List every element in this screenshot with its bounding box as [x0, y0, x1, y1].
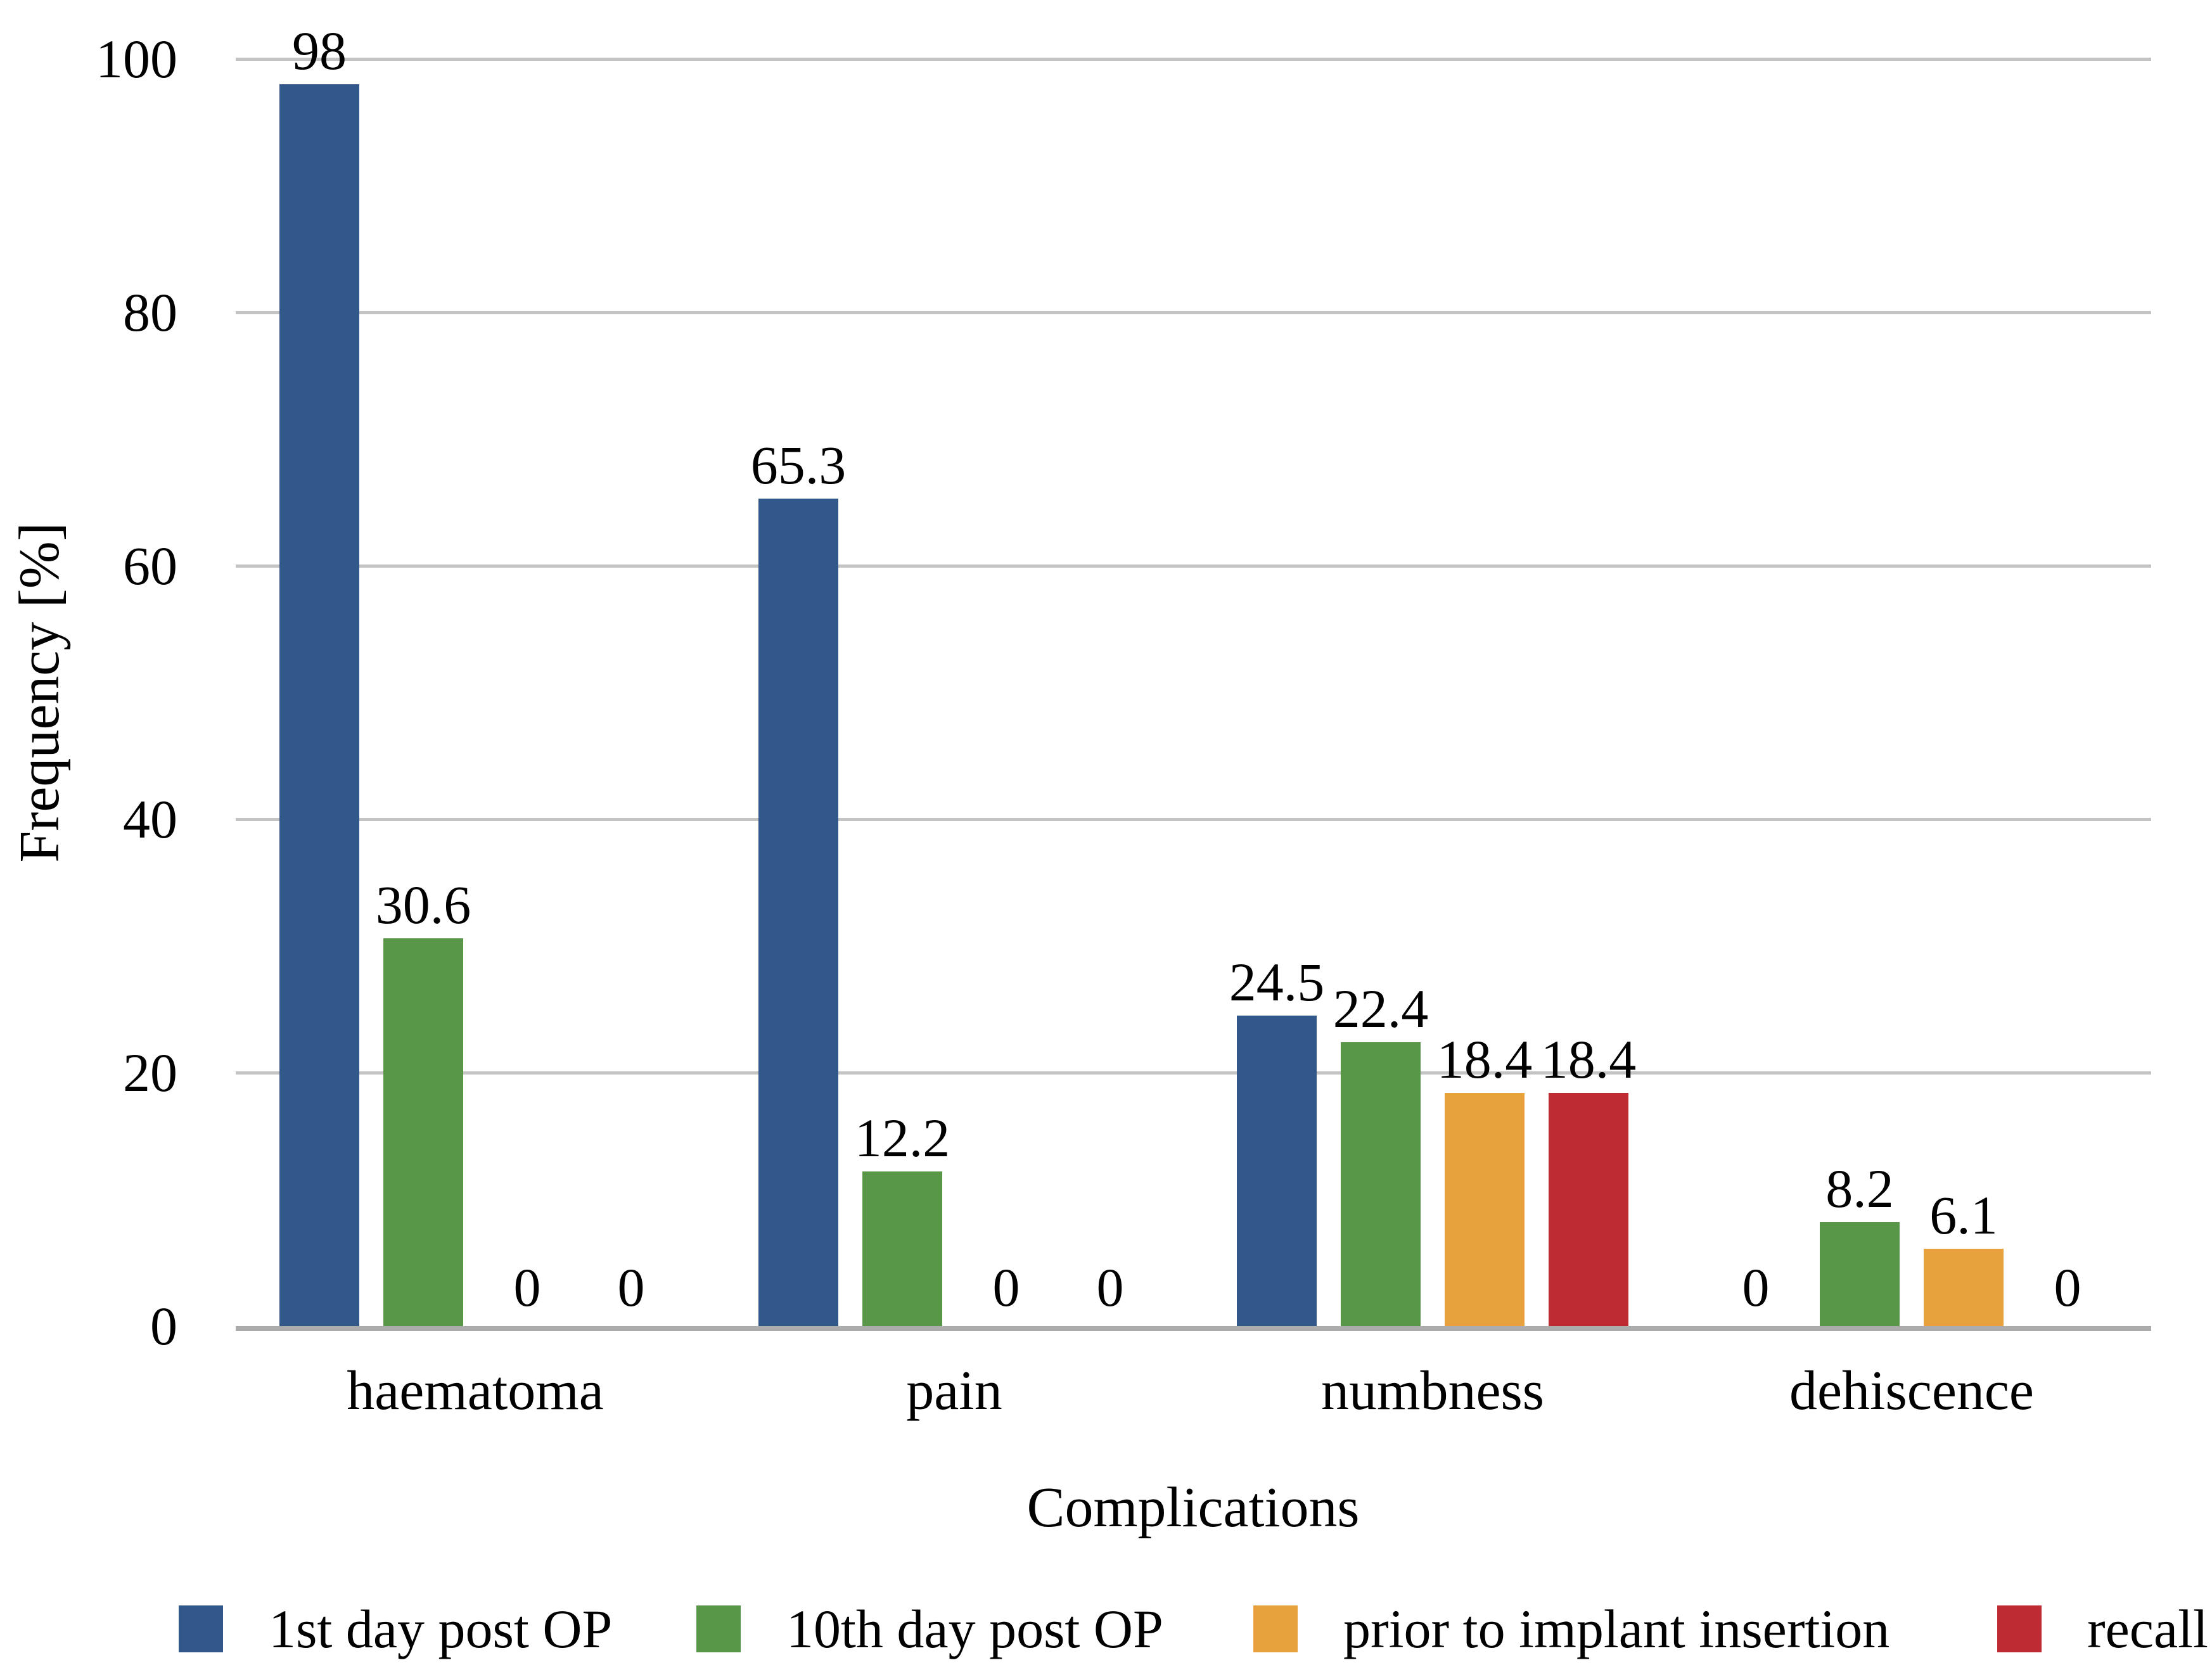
legend-item-prior-to-implant-insertion: prior to implant insertion	[1253, 1602, 1889, 1656]
value-label-haematoma-recall: 0	[617, 1257, 645, 1318]
value-label-dehiscence-10th-day-post-op: 8.2	[1825, 1158, 1894, 1219]
y-tick-0: 0	[150, 1296, 177, 1356]
value-label-numbness-recall: 18.4	[1540, 1029, 1637, 1090]
legend-swatch-1st-day-post-op	[179, 1605, 223, 1652]
value-label-haematoma-prior-to-implant-insertion: 0	[513, 1257, 541, 1318]
gridline-40	[236, 818, 2151, 821]
x-tick-pain: pain	[906, 1360, 1002, 1422]
y-tick-80: 80	[123, 282, 177, 343]
legend-swatch-recall	[1997, 1605, 2042, 1652]
x-tick-dehiscence: dehiscence	[1789, 1360, 2034, 1422]
bar-dehiscence-10th-day-post-op	[1820, 1222, 1900, 1326]
bar-numbness-recall	[1549, 1093, 1628, 1326]
value-label-numbness-prior-to-implant-insertion: 18.4	[1436, 1029, 1533, 1090]
x-axis-baseline	[236, 1326, 2151, 1331]
y-tick-40: 40	[123, 789, 177, 850]
bar-numbness-1st-day-post-op	[1237, 1016, 1317, 1326]
legend-label-prior-to-implant-insertion: prior to implant insertion	[1343, 1598, 1890, 1659]
bar-numbness-10th-day-post-op	[1341, 1042, 1421, 1326]
value-label-pain-prior-to-implant-insertion: 0	[992, 1257, 1020, 1318]
value-label-pain-10th-day-post-op: 12.2	[854, 1107, 950, 1168]
value-label-pain-1st-day-post-op: 65.3	[750, 435, 847, 495]
bar-pain-10th-day-post-op	[862, 1171, 942, 1326]
bar-haematoma-10th-day-post-op	[383, 938, 463, 1326]
gridline-80	[236, 311, 2151, 314]
bar-dehiscence-prior-to-implant-insertion	[1924, 1249, 2004, 1326]
legend-item-1st-day-post-op: 1st day post OP	[179, 1602, 612, 1656]
bar-pain-1st-day-post-op	[758, 499, 838, 1326]
x-tick-haematoma: haematoma	[347, 1360, 604, 1422]
gridline-60	[236, 565, 2151, 568]
legend-swatch-10th-day-post-op	[696, 1605, 741, 1652]
value-label-dehiscence-recall: 0	[2054, 1257, 2081, 1318]
value-label-numbness-10th-day-post-op: 22.4	[1333, 978, 1429, 1039]
x-tick-numbness: numbness	[1321, 1360, 1544, 1422]
legend-label-recall: recall	[2087, 1598, 2208, 1659]
value-label-dehiscence-1st-day-post-op: 0	[1742, 1257, 1770, 1318]
value-label-haematoma-1st-day-post-op: 98	[292, 20, 347, 81]
y-tick-20: 20	[123, 1042, 177, 1103]
y-tick-60: 60	[123, 535, 177, 596]
legend-item-10th-day-post-op: 10th day post OP	[696, 1602, 1163, 1656]
legend-label-10th-day-post-op: 10th day post OP	[786, 1598, 1163, 1659]
bar-numbness-prior-to-implant-insertion	[1445, 1093, 1525, 1326]
value-label-pain-recall: 0	[1096, 1257, 1124, 1318]
bar-haematoma-1st-day-post-op	[279, 84, 359, 1326]
value-label-numbness-1st-day-post-op: 24.5	[1229, 952, 1325, 1012]
y-tick-100: 100	[96, 29, 177, 89]
value-label-haematoma-10th-day-post-op: 30.6	[375, 874, 471, 935]
gridline-20	[236, 1071, 2151, 1075]
gridline-100	[236, 58, 2151, 61]
legend-label-1st-day-post-op: 1st day post OP	[269, 1598, 613, 1659]
plot-area: 98 30.6 0 0 65.3 12.2 0 0 24.5 22.4 18.4 18.4 0 8.2 6.…	[236, 23, 2151, 1331]
x-axis-title: Complications	[1026, 1476, 1360, 1539]
value-label-dehiscence-prior-to-implant-insertion: 6.1	[1929, 1185, 1998, 1246]
legend-item-recall: recall	[1997, 1602, 2208, 1656]
legend-swatch-prior-to-implant-insertion	[1253, 1605, 1298, 1652]
